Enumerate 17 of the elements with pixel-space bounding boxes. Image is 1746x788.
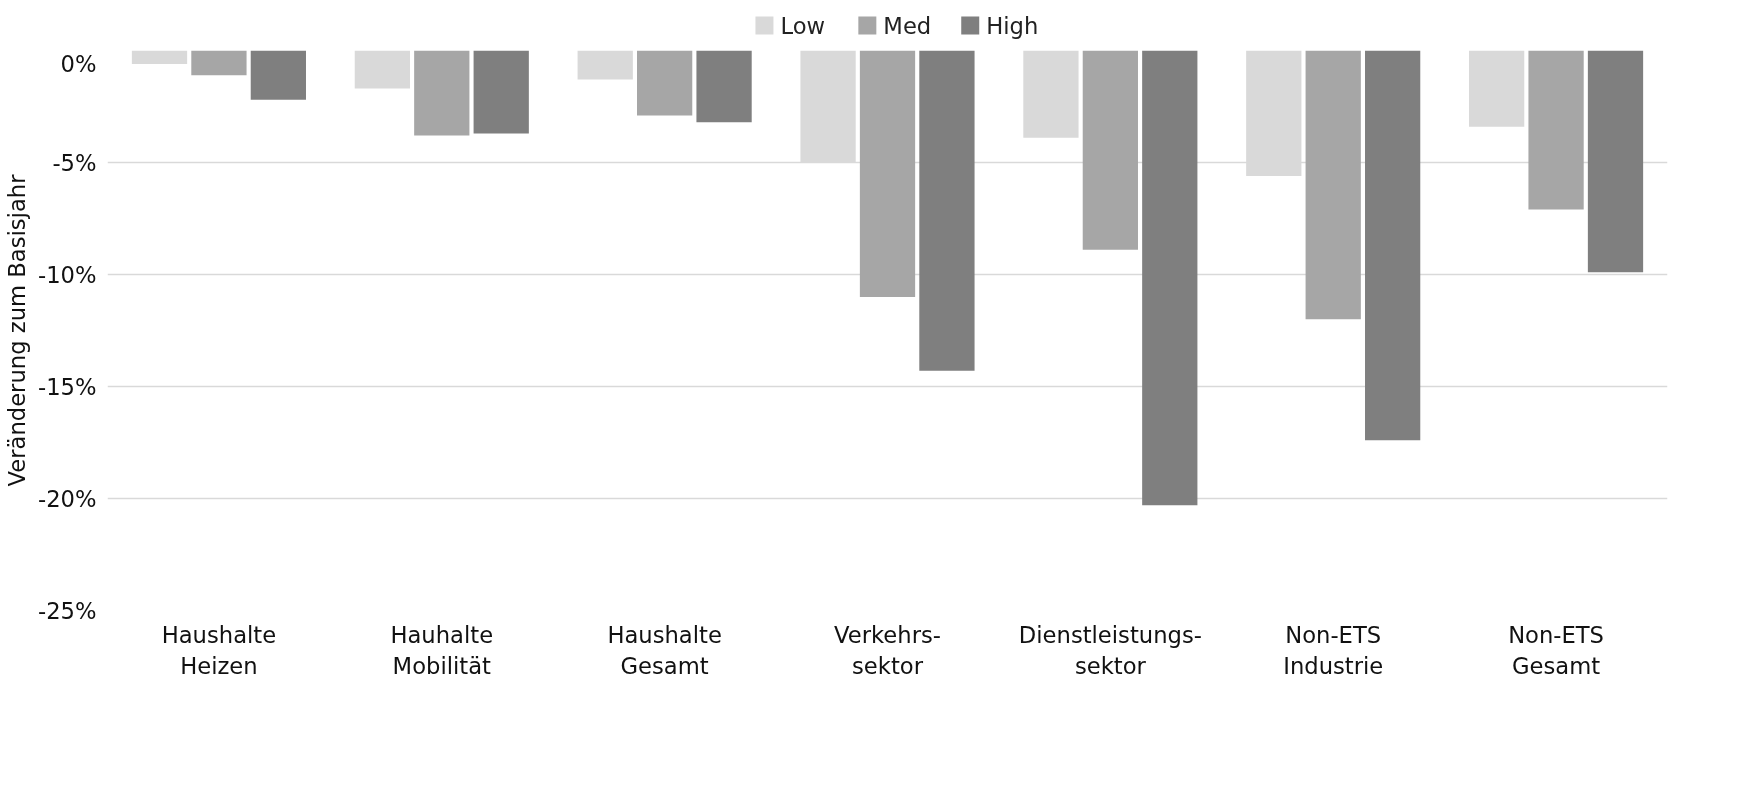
x-tick-label: Dienstleistungs- sektor — [1018, 621, 1202, 679]
y-tick-label: -15% — [37, 373, 97, 400]
legend-label: High — [986, 12, 1039, 39]
y-tick-label: -10% — [37, 261, 97, 288]
x-tick-label: Non-ETS Gesamt — [1508, 621, 1605, 679]
x-tick-label: Haushalte Gesamt — [607, 621, 722, 679]
y-tick-label: -20% — [37, 485, 97, 512]
legend-label: Med — [883, 12, 932, 39]
y-axis-title: Veränderung zum Basisjahr — [3, 173, 30, 487]
y-tick-label: 0% — [60, 50, 97, 77]
x-tick-label: Non-ETS Industrie — [1283, 621, 1384, 679]
x-tick-label: Verkehrs- sektor — [834, 621, 941, 679]
y-tick-label: -5% — [52, 149, 97, 176]
x-tick-label: Haushalte Heizen — [161, 621, 277, 679]
y-tick-label: -25% — [37, 597, 97, 624]
x-tick-label: Hauhalte Mobilität — [390, 621, 494, 679]
legend-label: Low — [780, 12, 826, 39]
